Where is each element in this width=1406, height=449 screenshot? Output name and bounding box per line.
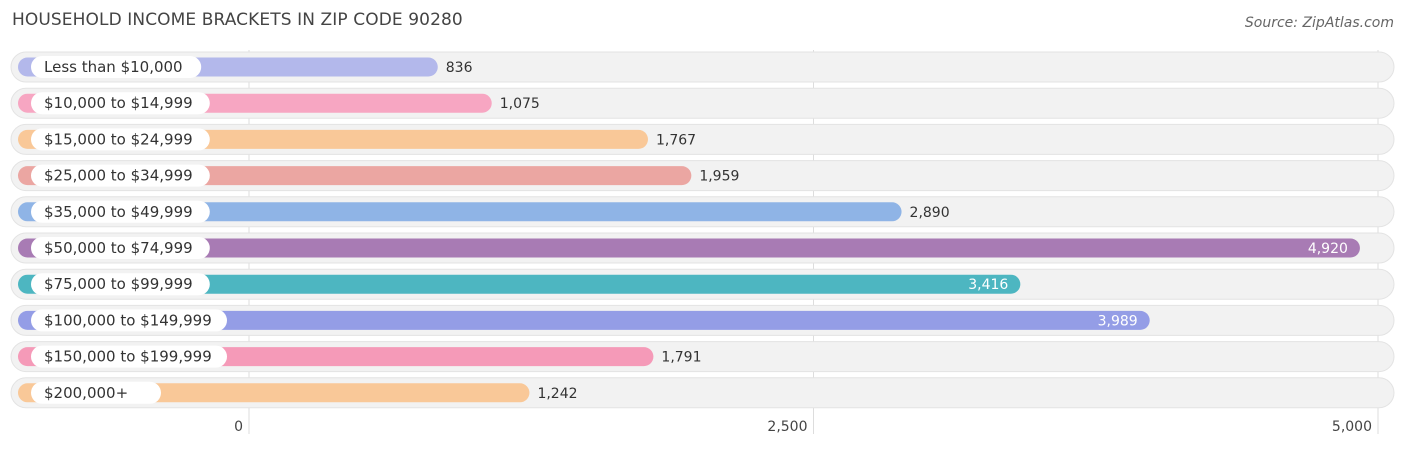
category-label: $200,000+ xyxy=(44,384,128,402)
value-label: 3,416 xyxy=(968,277,1008,293)
bar-row: $25,000 to $34,999 1,959 xyxy=(10,160,1395,192)
bar-row: $50,000 to $74,999 4,920 xyxy=(10,232,1395,264)
category-label: $150,000 to $199,999 xyxy=(44,348,212,366)
category-label: $100,000 to $149,999 xyxy=(44,311,212,329)
tick-label: 2,500 xyxy=(767,419,807,435)
value-label: 4,920 xyxy=(1308,241,1348,257)
bar-row: $150,000 to $199,999 1,791 xyxy=(10,341,1395,373)
value-label: 1,242 xyxy=(537,386,577,402)
bar-row: Less than $10,000 836 xyxy=(10,51,1395,83)
value-label: 1,075 xyxy=(500,96,540,112)
value-label: 1,767 xyxy=(656,132,696,148)
value-label: 2,890 xyxy=(910,205,950,221)
category-pill xyxy=(31,345,227,368)
source-label: Source: ZipAtlas.com xyxy=(1244,15,1394,31)
category-pill xyxy=(31,309,227,332)
category-pill xyxy=(31,92,210,115)
bar xyxy=(18,202,902,222)
category-pill xyxy=(31,56,202,78)
tick-label: 0 xyxy=(234,419,243,435)
category-pill xyxy=(31,128,210,151)
bar xyxy=(18,238,1360,258)
category-pill xyxy=(31,164,210,187)
category-pill xyxy=(31,381,161,404)
value-label: 836 xyxy=(446,60,473,76)
chart-title: HOUSEHOLD INCOME BRACKETS IN ZIP CODE 90… xyxy=(12,10,463,30)
category-label: $15,000 to $24,999 xyxy=(44,130,193,148)
category-label: $25,000 to $34,999 xyxy=(44,167,193,185)
category-label: Less than $10,000 xyxy=(44,58,183,76)
bar-row: $100,000 to $149,999 3,989 xyxy=(10,304,1395,336)
category-pill xyxy=(31,237,210,259)
value-label: 1,791 xyxy=(661,350,701,366)
category-pill xyxy=(31,200,210,223)
bar-row: $75,000 to $99,999 3,416 xyxy=(10,268,1395,300)
bar-row: $15,000 to $24,999 1,767 xyxy=(10,123,1395,155)
category-label: $50,000 to $74,999 xyxy=(44,239,193,257)
value-label: 1,959 xyxy=(699,169,739,185)
category-label: $75,000 to $99,999 xyxy=(44,275,193,293)
bar-row: $10,000 to $14,999 1,075 xyxy=(10,87,1395,119)
category-label: $35,000 to $49,999 xyxy=(44,203,193,221)
bar-row: $35,000 to $49,999 2,890 xyxy=(10,196,1395,228)
tick-label: 5,000 xyxy=(1332,419,1372,435)
bar xyxy=(18,274,1021,294)
bar-row: $200,000+ 1,242 xyxy=(10,377,1395,409)
category-label: $10,000 to $14,999 xyxy=(44,94,193,112)
value-label: 3,989 xyxy=(1098,313,1138,329)
category-pill xyxy=(31,273,210,296)
bar xyxy=(18,310,1150,330)
